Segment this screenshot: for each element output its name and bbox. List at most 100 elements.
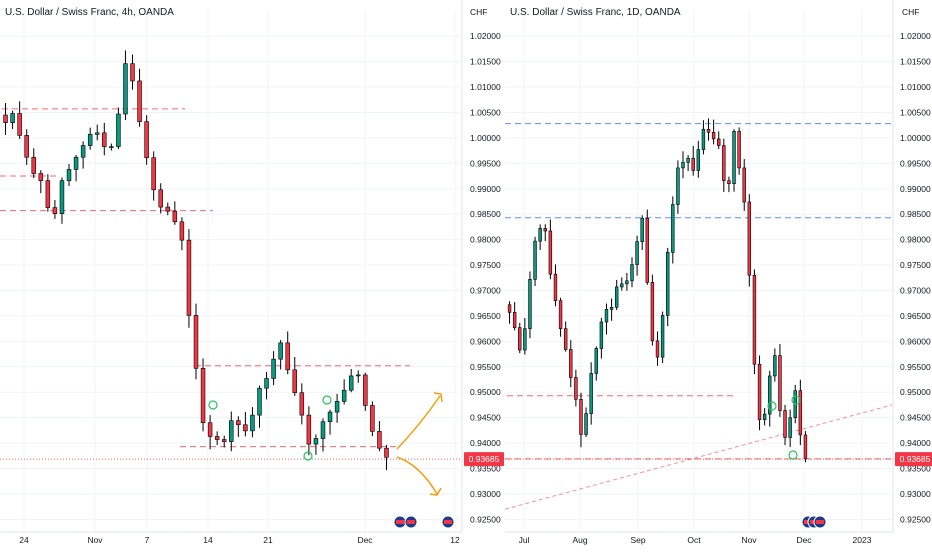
arrow-up-icon <box>396 395 441 450</box>
candle-body <box>299 392 305 416</box>
left-chart-title: U.S. Dollar / Swiss Franc, 4h, OANDA <box>5 7 174 18</box>
candle-body <box>553 273 558 301</box>
y-tick-label: 0.94500 <box>470 413 501 423</box>
candle-body <box>599 321 604 349</box>
candle-body <box>137 80 142 122</box>
candle-body <box>681 162 685 169</box>
candle-body <box>523 328 527 351</box>
candle-body <box>102 132 107 147</box>
candle-body <box>384 447 389 458</box>
y-tick-label: 0.93500 <box>900 464 931 474</box>
candle-body <box>24 135 29 158</box>
marker-circle-icon <box>767 401 777 411</box>
x-tick-label: Sep <box>630 535 645 545</box>
candle-body <box>116 113 121 147</box>
y-tick-label: 1.00000 <box>470 133 501 143</box>
x-tick-label: Aug <box>572 535 587 545</box>
x-tick-label: 7 <box>145 535 150 545</box>
candle-body <box>214 436 220 440</box>
y-tick-label: 0.96000 <box>900 336 931 346</box>
candle-body <box>200 368 206 424</box>
y-tick-label: 1.02000 <box>900 31 931 41</box>
candle-body <box>543 228 547 232</box>
flag-stripe <box>407 520 415 524</box>
candle-body <box>773 355 777 377</box>
candle-body <box>640 217 644 242</box>
candle-body <box>10 113 15 123</box>
arrow-down-head <box>429 487 442 496</box>
x-tick-label: Dec <box>357 535 373 545</box>
candle-body <box>676 167 680 205</box>
candle-body <box>87 134 93 146</box>
candle-body <box>660 315 665 358</box>
candle-body <box>264 378 269 389</box>
candle-body <box>574 377 578 400</box>
candle-body <box>229 420 234 442</box>
grid-layer <box>0 10 892 531</box>
candle-body <box>803 434 808 460</box>
y-tick-label: 0.93000 <box>470 489 501 499</box>
y-tick-label: 0.95500 <box>900 362 931 372</box>
candle-body <box>193 315 199 369</box>
candle-body <box>320 421 326 439</box>
y-tick-label: 1.01500 <box>900 57 931 67</box>
candle-body <box>285 342 290 371</box>
candle-body <box>691 157 695 171</box>
y-tick-label: 0.93000 <box>900 489 931 499</box>
y-tick-label: 0.97000 <box>900 285 931 295</box>
candle-body <box>548 230 553 275</box>
last-price-label: 0.93685 <box>469 454 500 464</box>
y-tick-label: 0.93500 <box>470 464 501 474</box>
candle-body <box>686 157 690 163</box>
candle-body <box>747 201 752 276</box>
candle-body <box>257 387 262 416</box>
candle-body <box>594 348 598 374</box>
x-tick-label: 2023 <box>853 535 872 545</box>
y-tick-label: 0.99500 <box>470 158 501 168</box>
y-tick-label: 1.01000 <box>900 82 931 92</box>
y-tick-label: 0.94000 <box>470 438 501 448</box>
candle-body <box>625 280 629 285</box>
candle-body <box>609 306 614 310</box>
x-tick-label: 21 <box>263 535 273 545</box>
candle-body <box>236 420 241 426</box>
candle-body <box>579 399 583 435</box>
candle-body <box>80 145 86 158</box>
candle-body <box>66 169 72 181</box>
y-tick-label: 0.95000 <box>470 387 501 397</box>
left-axis-unit: CHF <box>470 7 487 17</box>
y-tick-label: 0.92500 <box>470 514 501 524</box>
y-tick-label: 0.96500 <box>470 311 501 321</box>
candles-layer <box>3 50 808 470</box>
y-tick-label: 0.99500 <box>900 158 931 168</box>
candle-body <box>207 422 213 437</box>
candle-body <box>130 63 135 82</box>
candle-body <box>528 279 532 329</box>
candle-body <box>123 63 128 115</box>
flag-stripe <box>396 520 404 524</box>
y-tick-label: 0.94500 <box>900 413 931 423</box>
candle-body <box>727 180 731 184</box>
level-lines-layer <box>0 108 893 510</box>
candle-body <box>584 413 588 435</box>
annotation-layer <box>208 392 827 529</box>
candle-body <box>518 327 522 351</box>
marker-circle-icon <box>322 395 332 405</box>
last-price-tag <box>464 452 504 467</box>
x-tick-label: Oct <box>687 535 701 545</box>
candle-body <box>3 114 8 123</box>
candle-body <box>370 405 375 432</box>
candle-body <box>151 157 156 191</box>
y-tick-label: 1.02000 <box>470 31 501 41</box>
y-tick-label: 0.98000 <box>900 235 931 245</box>
y-tick-label: 0.97000 <box>470 285 501 295</box>
candle-body <box>73 156 79 170</box>
candle-body <box>722 145 726 181</box>
y-tick-label: 0.98500 <box>470 209 501 219</box>
candle-body <box>630 264 634 282</box>
x-tick-label: Nov <box>87 535 103 545</box>
y-tick-label: 1.00500 <box>470 107 501 117</box>
